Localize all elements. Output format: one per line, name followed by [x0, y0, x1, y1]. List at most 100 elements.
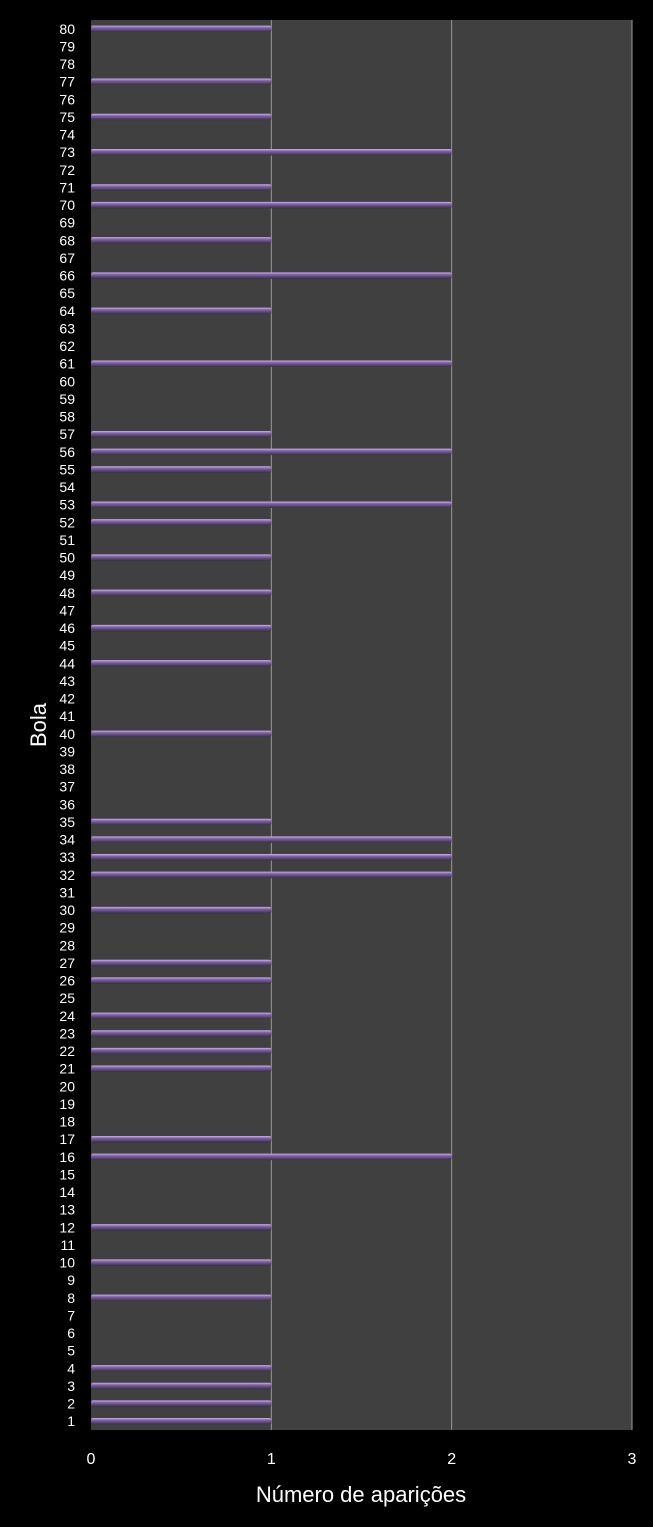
bar-4	[91, 1365, 272, 1372]
bar-64	[91, 307, 272, 315]
y-tick-label: 73	[59, 144, 75, 160]
bar-75	[91, 113, 272, 121]
y-tick-label: 43	[59, 673, 75, 689]
y-tick-label: 1	[67, 1413, 75, 1429]
y-tick-label: 56	[59, 444, 75, 460]
y-tick-label: 55	[59, 461, 75, 477]
plot-area	[91, 20, 632, 1430]
y-tick-label: 32	[59, 867, 75, 883]
bar-32	[91, 871, 452, 879]
bar-22	[91, 1047, 272, 1055]
y-tick-label: 75	[59, 109, 75, 125]
bar-21	[91, 1065, 272, 1072]
bar-53	[91, 501, 452, 508]
y-tick-label: 78	[59, 56, 75, 72]
y-tick-label: 65	[59, 285, 75, 301]
bar-33	[91, 853, 452, 861]
y-tick-label: 71	[59, 179, 75, 195]
y-tick-label: 46	[59, 620, 75, 636]
y-tick-label: 76	[59, 91, 75, 107]
y-tick-label: 23	[59, 1025, 75, 1041]
y-tick-label: 24	[59, 1008, 75, 1024]
y-tick-label: 11	[60, 1237, 75, 1253]
y-tick-label: 53	[59, 497, 75, 513]
x-tick-label: 2	[447, 1451, 456, 1468]
y-tick-label: 25	[59, 990, 75, 1006]
x-tick-label: 0	[87, 1451, 96, 1468]
bar-40	[91, 730, 272, 738]
y-tick-label: 57	[59, 426, 75, 442]
bar-2	[91, 1400, 272, 1407]
bar-73	[91, 148, 452, 156]
bar-48	[91, 589, 272, 597]
y-tick-label: 47	[59, 602, 75, 618]
y-tick-label: 3	[67, 1378, 75, 1394]
y-tick-label: 2	[67, 1396, 75, 1412]
y-tick-label: 64	[59, 303, 75, 319]
y-tick-label: 19	[59, 1096, 75, 1112]
bar-27	[91, 959, 272, 967]
y-tick-label: 59	[59, 391, 75, 407]
y-tick-label: 42	[59, 691, 75, 707]
y-tick-label: 31	[59, 884, 75, 900]
y-tick-label: 28	[59, 937, 75, 953]
y-tick-label: 70	[59, 197, 75, 213]
y-tick-label: 36	[59, 796, 75, 812]
y-tick-label: 40	[59, 726, 75, 742]
y-tick-label: 44	[59, 655, 75, 671]
y-tick-label: 51	[59, 532, 75, 548]
y-tick-label: 9	[67, 1272, 75, 1288]
bar-1	[91, 1417, 272, 1425]
y-tick-label: 74	[59, 127, 75, 143]
bar-23	[91, 1030, 272, 1037]
y-tick-label: 6	[67, 1325, 75, 1341]
bar-17	[91, 1135, 272, 1143]
y-tick-label: 37	[59, 779, 75, 795]
y-tick-label: 50	[59, 550, 75, 566]
bar-80	[91, 25, 272, 33]
y-tick-label: 34	[59, 832, 75, 848]
y-tick-label: 41	[59, 708, 75, 724]
y-tick-label: 60	[59, 373, 75, 389]
bar-70	[91, 201, 452, 209]
y-tick-label: 16	[59, 1149, 75, 1165]
bar-61	[91, 360, 452, 367]
y-tick-label: 8	[67, 1290, 75, 1306]
y-tick-label: 72	[59, 162, 75, 178]
bar-30	[91, 906, 272, 914]
y-tick-label: 68	[59, 232, 75, 248]
y-tick-label: 67	[59, 250, 75, 266]
y-tick-label: 29	[59, 920, 75, 936]
bar-26	[91, 977, 272, 984]
y-tick-label: 39	[59, 743, 75, 759]
bar-16	[91, 1153, 452, 1161]
y-tick-label: 17	[59, 1131, 75, 1147]
bar-46	[91, 624, 272, 632]
y-tick-label: 66	[59, 268, 75, 284]
y-tick-label: 54	[59, 479, 75, 495]
bar-71	[91, 184, 272, 191]
y-tick-label: 52	[59, 514, 75, 530]
y-tick-label: 80	[59, 21, 75, 37]
y-tick-label: 10	[59, 1255, 75, 1271]
y-tick-label: 18	[59, 1114, 75, 1130]
y-tick-label: 30	[59, 902, 75, 918]
bar-35	[91, 818, 272, 826]
y-tick-label: 4	[67, 1360, 75, 1376]
bar-24	[91, 1012, 272, 1020]
y-tick-label: 79	[59, 38, 75, 54]
y-tick-label: 14	[59, 1184, 75, 1200]
bar-52	[91, 519, 272, 526]
x-tick-label: 1	[267, 1451, 276, 1468]
x-axis-label: Número de aparições	[256, 1482, 466, 1507]
bar-10	[91, 1259, 272, 1266]
y-tick-labels: 1234567891011121314151617181920212223242…	[59, 21, 75, 1429]
y-tick-label: 63	[59, 320, 75, 336]
y-tick-label: 62	[59, 338, 75, 354]
y-tick-label: 12	[59, 1219, 75, 1235]
y-tick-label: 38	[59, 761, 75, 777]
bar-3	[91, 1382, 272, 1390]
bar-77	[91, 78, 272, 85]
bar-66	[91, 272, 452, 279]
